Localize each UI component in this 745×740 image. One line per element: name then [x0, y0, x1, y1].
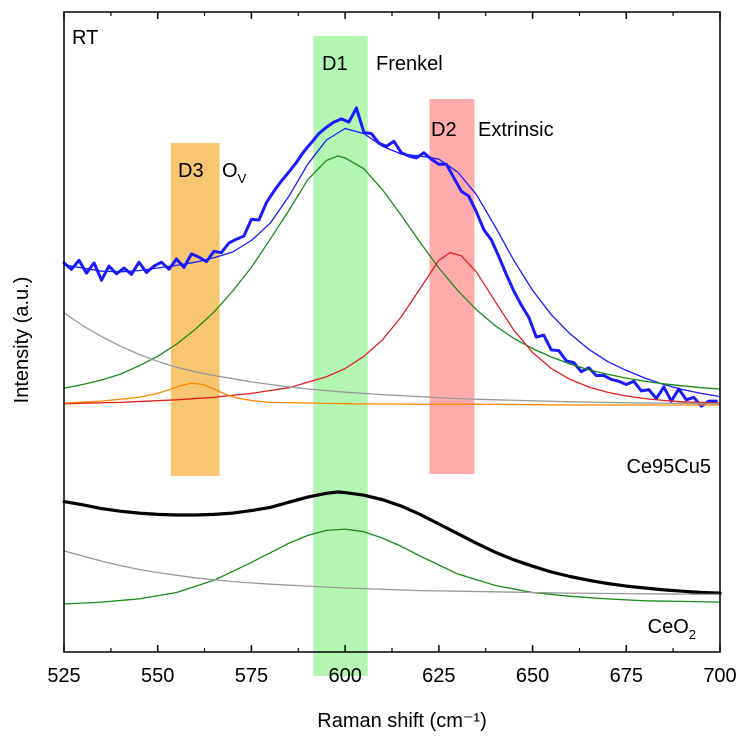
band-d1 — [313, 36, 368, 676]
series-ce95cu5-measured — [62, 106, 718, 408]
x-tick-label-650: 650 — [516, 665, 549, 687]
band-d3-desc: OV — [222, 160, 247, 186]
corner-label: RT — [72, 27, 98, 49]
band-d3-label: D3 — [178, 160, 204, 182]
series-ceo2-peak — [63, 528, 721, 605]
x-axis-title: Raman shift (cm⁻¹) — [317, 710, 486, 732]
band-d2-desc: Extrinsic — [478, 119, 554, 141]
series-ceo2-background — [63, 550, 721, 596]
series-layer — [62, 106, 722, 605]
band-d2-label: D2 — [431, 119, 457, 141]
sample-label-1: CeO2 — [648, 616, 696, 642]
band-d1-label: D1 — [322, 53, 348, 75]
band-d1-desc: Frenkel — [376, 53, 443, 75]
x-tick-label-700: 700 — [703, 665, 736, 687]
annotation-layer: D3 OV D1 Frenkel D2 Extrinsic Ce95Cu5 CeO2 — [178, 53, 711, 642]
series-ce95cu5-peak-d3 — [63, 382, 721, 406]
band-d2 — [429, 99, 475, 474]
series-ceo2-measured — [62, 490, 722, 595]
x-tick-label-675: 675 — [610, 665, 643, 687]
x-tick-label-525: 525 — [47, 665, 80, 687]
series-ce95cu5-background — [63, 312, 721, 405]
x-tick-label-600: 600 — [328, 665, 361, 687]
plot-frame — [63, 11, 721, 653]
x-tick-label-575: 575 — [235, 665, 268, 687]
x-tick-label-550: 550 — [141, 665, 174, 687]
series-ce95cu5-fit-envelope — [63, 127, 721, 398]
series-ce95cu5-peak-d2 — [63, 251, 721, 405]
tick-layer: 525 550 575 600 625 650 675 700 — [47, 12, 737, 687]
y-axis-title: Intensity (a.u.) — [11, 277, 33, 404]
sample-label-0: Ce95Cu5 — [626, 456, 711, 478]
x-tick-label-625: 625 — [422, 665, 455, 687]
band-d3 — [170, 143, 220, 476]
series-ce95cu5-peak-d1 — [63, 155, 721, 390]
